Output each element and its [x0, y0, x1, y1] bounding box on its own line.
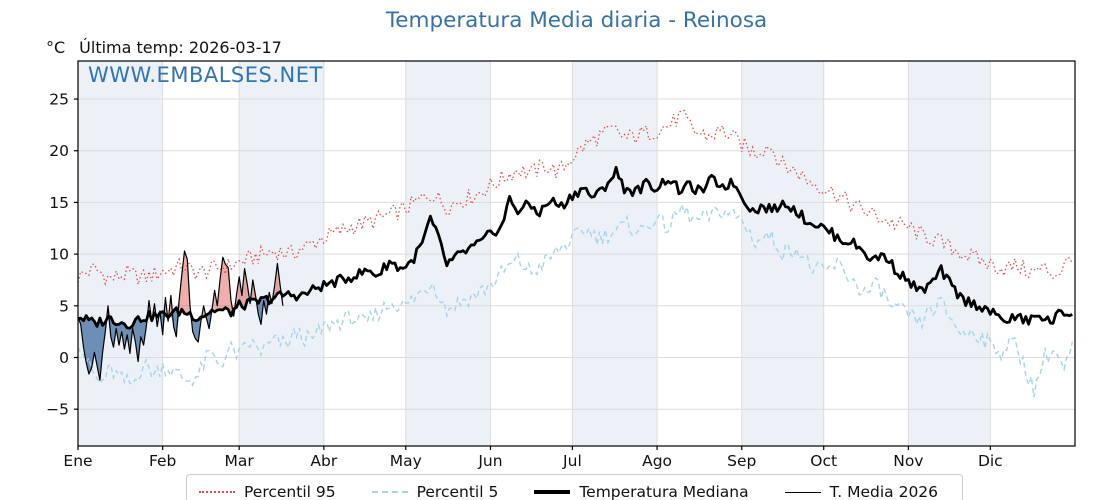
last-temp-label: Última temp: 2026-03-17 [79, 38, 282, 57]
y-tick-label: 10 [49, 246, 69, 264]
t-media-2026-line [77, 250, 284, 381]
x-tick-label: Jul [562, 452, 582, 470]
legend-label: Percentil 95 [244, 483, 336, 500]
temperatura-mediana-line [77, 165, 1073, 330]
black-thick-line-swatch-icon [534, 490, 571, 494]
month-band [78, 61, 163, 446]
y-tick-label: −5 [46, 401, 69, 419]
x-tick-label: Ene [63, 452, 92, 470]
watermark-text: WWW.EMBALSES.NET [88, 63, 323, 87]
x-tick-label: Jun [477, 452, 502, 470]
legend-item-temperatura-mediana: Temperatura Mediana [534, 483, 749, 500]
legend-item-percentil-5: Percentil 5 [371, 483, 499, 500]
red-dotted-line-swatch-icon [199, 491, 235, 493]
x-tick-label: May [390, 452, 422, 470]
y-tick-label: 20 [49, 142, 69, 160]
month-band [908, 61, 991, 446]
y-tick-label: 25 [49, 91, 69, 109]
black-thin-line-swatch-icon [784, 491, 821, 493]
percentil-5-line [77, 201, 1073, 398]
x-tick-label: Oct [810, 452, 837, 470]
chart-header: °C Última temp: 2026-03-17 [46, 38, 282, 57]
x-tick-label: Ago [642, 452, 672, 470]
x-tick-label: Sep [727, 452, 756, 470]
x-tick-label: Abr [310, 452, 337, 470]
plot-border [77, 60, 1076, 447]
y-tick-label: 0 [59, 349, 69, 367]
month-band [572, 61, 658, 446]
y-tick-label: 5 [59, 297, 69, 315]
legend-item-percentil-95: Percentil 95 [199, 483, 336, 500]
y-tick-label: 15 [49, 194, 69, 212]
y-axis-unit-label: °C [46, 38, 66, 57]
month-band [741, 61, 824, 446]
chart-title: Temperatura Media diaria - Reinosa [385, 8, 768, 33]
month-band [405, 61, 491, 446]
x-tick-label: Mar [225, 452, 255, 470]
x-tick-label: Dic [978, 452, 1003, 470]
legend-label: Temperatura Mediana [579, 483, 749, 500]
month-band [239, 61, 324, 446]
legend-box: Percentil 95 Percentil 5 Temperatura Med… [186, 474, 963, 500]
legend-item-t-media-2026: T. Media 2026 [784, 483, 939, 500]
legend-label: Percentil 5 [416, 483, 499, 500]
lightblue-dashed-line-swatch-icon [371, 491, 408, 493]
x-tick-label: Nov [893, 452, 923, 470]
legend-label: T. Media 2026 [829, 483, 939, 500]
x-tick-label: Feb [149, 452, 176, 470]
